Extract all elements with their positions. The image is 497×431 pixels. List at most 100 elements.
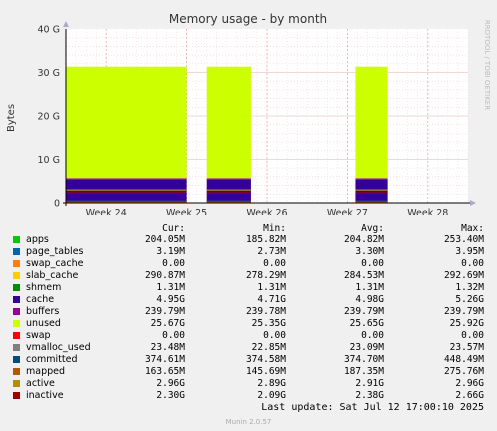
- legend-row: inactive 2.30G 2.09G 2.38G 2.66G: [0, 390, 497, 402]
- y-axis-label: Bytes: [6, 104, 17, 132]
- legend-max-value: 0.00: [461, 330, 484, 341]
- legend-avg-value: 3.30M: [355, 246, 384, 257]
- legend-row: swap_cache 0.00 0.00 0.00 0.00: [0, 258, 497, 270]
- legend-label: page_tables: [26, 246, 84, 257]
- legend-min-value: 1.31M: [257, 282, 286, 293]
- legend-max-value: 0.00: [461, 258, 484, 269]
- legend-cur-value: 163.65M: [144, 366, 185, 377]
- legend-row: buffers 239.79M 239.78M 239.79M 239.79M: [0, 306, 497, 318]
- header-cur: Cur:: [162, 223, 185, 234]
- legend-label: slab_cache: [26, 270, 79, 281]
- x-tick-label: Week 25: [166, 208, 207, 215]
- legend-swatch: [13, 332, 20, 339]
- legend-swatch: [13, 284, 20, 291]
- legend-row: slab_cache 290.87M 278.29M 284.53M 292.69M: [0, 270, 497, 282]
- y-tick-label: 0: [54, 199, 60, 210]
- legend-max-value: 1.32M: [455, 282, 484, 293]
- y-axis-arrow: [63, 21, 69, 27]
- legend-label: unused: [26, 318, 61, 329]
- memory-chart: Memory usage - by month Bytes RRDTOOL / …: [6, 12, 491, 215]
- legend-label: inactive: [26, 390, 64, 401]
- legend-cur-value: 374.61M: [144, 354, 185, 365]
- legend-cur-value: 0.00: [162, 258, 185, 269]
- legend-label: swap_cache: [26, 258, 84, 269]
- legend-swatch: [13, 380, 20, 387]
- area-unused: [355, 66, 388, 179]
- legend-cur-value: 2.96G: [156, 378, 185, 389]
- legend-cur-value: 290.87M: [144, 270, 185, 281]
- legend-label: shmem: [26, 282, 62, 293]
- legend-row: mapped 163.65M 145.69M 187.35M 275.76M: [0, 366, 497, 378]
- y-tick-label: 40 G: [38, 25, 60, 36]
- legend-min-value: 0.00: [263, 258, 286, 269]
- area-buffers: [355, 178, 388, 180]
- header-min: Min:: [263, 223, 286, 234]
- legend-cur-value: 239.79M: [144, 306, 185, 317]
- legend-min-value: 374.58M: [245, 354, 286, 365]
- x-tick-label: Week 26: [246, 208, 287, 215]
- legend-cur-value: 4.95G: [156, 294, 185, 305]
- legend-label: buffers: [26, 306, 60, 317]
- legend-swatch: [13, 320, 20, 327]
- legend-avg-value: 239.79M: [343, 306, 384, 317]
- legend-label: cache: [26, 294, 55, 305]
- chart-title: Memory usage - by month: [169, 12, 327, 26]
- last-update: Last update: Sat Jul 12 17:00:10 2025: [261, 402, 484, 413]
- legend-min-value: 2.89G: [257, 378, 286, 389]
- legend-swatch: [13, 344, 20, 351]
- munin-version: Munin 2.0.57: [225, 418, 272, 426]
- legend-avg-value: 0.00: [361, 330, 384, 341]
- legend-swatch: [13, 296, 20, 303]
- y-tick-label: 10 G: [38, 155, 60, 166]
- legend-row: active 2.96G 2.89G 2.91G 2.96G: [0, 378, 497, 390]
- legend-label: swap: [26, 330, 51, 341]
- x-axis-arrow: [470, 200, 476, 206]
- y-tick-labels: 0 10 G 20 G 30 G 40 G: [38, 25, 60, 210]
- legend-row: swap 0.00 0.00 0.00 0.00: [0, 330, 497, 342]
- legend-min-value: 185.82M: [245, 234, 286, 245]
- legend-avg-value: 284.53M: [343, 270, 384, 281]
- legend-max-value: 5.26G: [455, 294, 484, 305]
- legend-cur-value: 1.31M: [156, 282, 185, 293]
- legend-row: vmalloc_used 23.48M 22.85M 23.09M 23.57M: [0, 342, 497, 354]
- legend-avg-value: 204.82M: [343, 234, 384, 245]
- legend-min-value: 25.35G: [251, 318, 286, 329]
- legend-min-value: 2.73M: [257, 246, 286, 257]
- legend-row: unused 25.67G 25.35G 25.65G 25.92G: [0, 318, 497, 330]
- legend-swatch: [13, 272, 20, 279]
- legend-cur-value: 204.05M: [144, 234, 185, 245]
- header-avg: Avg:: [361, 223, 384, 234]
- area-unused: [66, 66, 187, 179]
- legend-max-value: 2.96G: [455, 378, 484, 389]
- legend-swatch: [13, 392, 20, 399]
- legend-min-value: 4.71G: [257, 294, 286, 305]
- legend-label: active: [26, 378, 55, 389]
- legend-swatch: [13, 248, 20, 255]
- legend-cur-value: 23.48M: [150, 342, 185, 353]
- legend-avg-value: 4.98G: [355, 294, 384, 305]
- area-buffers: [66, 178, 187, 180]
- header-max: Max:: [461, 223, 484, 234]
- legend-max-value: 275.76M: [443, 366, 484, 377]
- legend-row: page_tables 3.19M 2.73M 3.30M 3.95M: [0, 246, 497, 258]
- legend-label: committed: [26, 354, 78, 365]
- legend-avg-value: 374.70M: [343, 354, 384, 365]
- legend-max-value: 448.49M: [443, 354, 484, 365]
- legend-swatch: [13, 260, 20, 267]
- legend-avg-value: 2.38G: [355, 390, 384, 401]
- legend-min-value: 2.09G: [257, 390, 286, 401]
- area-unused: [206, 66, 251, 179]
- x-tick-label: Week 27: [327, 208, 368, 215]
- legend-max-value: 253.40M: [443, 234, 484, 245]
- legend-avg-value: 23.09M: [349, 342, 384, 353]
- x-tick-label: Week 28: [407, 208, 448, 215]
- legend-swatch: [13, 236, 20, 243]
- legend-swatch: [13, 368, 20, 375]
- legend-avg-value: 1.31M: [355, 282, 384, 293]
- legend-label: apps: [26, 234, 49, 245]
- legend-avg-value: 187.35M: [343, 366, 384, 377]
- legend-avg-value: 25.65G: [349, 318, 384, 329]
- area-buffers: [206, 178, 251, 180]
- legend-max-value: 292.69M: [443, 270, 484, 281]
- legend-label: mapped: [26, 366, 66, 377]
